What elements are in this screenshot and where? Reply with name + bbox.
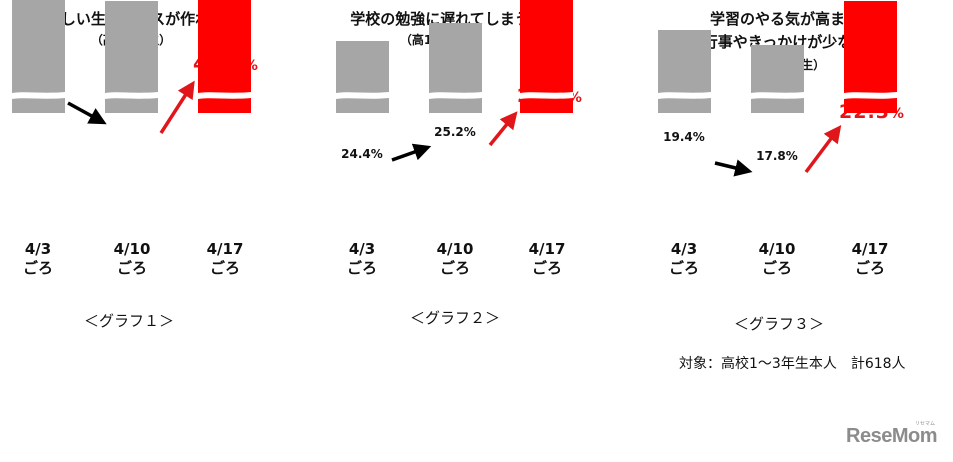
axis-break-icon [12, 92, 65, 99]
bar-4-10 [429, 23, 482, 113]
trend-up-arrow-icon [391, 111, 518, 162]
axis-break-icon [198, 92, 251, 99]
x-label: 4/3 ごろ [668, 240, 699, 277]
bar-value-label: 25.2% [434, 125, 476, 139]
x-label: 4/3 ごろ [346, 240, 377, 277]
bar-4-10 [751, 45, 804, 113]
bar-4-17 [520, 0, 573, 113]
bar-value-label: 17.8% [756, 149, 798, 163]
axis-break-icon [520, 92, 573, 99]
chart-2-caption: ＜グラフ２＞ [409, 309, 500, 327]
chart-2-title: 学校の勉強に遅れてしまう [350, 10, 530, 28]
bar-4-3 [336, 41, 389, 113]
bar-4-3 [658, 30, 711, 113]
axis-break-icon [844, 92, 897, 99]
axis-break-icon [429, 92, 482, 99]
x-label: 4/17 ごろ [206, 240, 244, 277]
chart-3-title-line-2: 行事やきっかけが少ない [702, 33, 868, 51]
x-label: 4/10 ごろ [113, 240, 151, 277]
logo-kana: リセマム [914, 421, 935, 427]
resemom-logo: ReseMom リセマム [846, 421, 937, 447]
x-label: 4/10 ごろ [758, 240, 796, 277]
chart-1-caption: ＜グラフ１＞ [83, 312, 174, 330]
chart-3-caption: ＜グラフ３＞ [733, 315, 824, 333]
chart-3-title-line-1: 学習のやる気が高まる [709, 10, 860, 28]
x-label: 4/3 ごろ [22, 240, 53, 277]
axis-break-icon [336, 92, 389, 99]
bar-value-label: 19.4% [663, 130, 705, 144]
chart-1: 規則正しい生活ペースが作れない （高1～３生） 39.8% 33.8% 41.1… [0, 0, 318, 340]
axis-break-icon [658, 92, 711, 99]
bar-value-label: 24.4% [341, 147, 383, 161]
chart-2: 学校の勉強に遅れてしまう （高1～３生） 24.4% 25.2% 29.9% 4… [320, 0, 638, 340]
x-label: 4/10 ごろ [436, 240, 474, 277]
x-label: 4/17 ごろ [528, 240, 566, 277]
bar-4-3 [12, 0, 65, 113]
bar-4-17 [844, 1, 897, 113]
trend-down-arrow-icon [714, 125, 842, 177]
axis-break-icon [751, 92, 804, 99]
chart-3: 学習のやる気が高まる 行事やきっかけが少ない （高1～３生） 19.4% 17.… [640, 0, 953, 340]
survey-footnote: 対象：高校1～3年生本人 計618人 [679, 356, 906, 372]
bar-4-17 [198, 0, 251, 113]
axis-break-icon [105, 92, 158, 99]
x-label: 4/17 ごろ [851, 240, 889, 277]
bar-4-10 [105, 1, 158, 113]
trend-down-arrow-icon [67, 80, 195, 134]
